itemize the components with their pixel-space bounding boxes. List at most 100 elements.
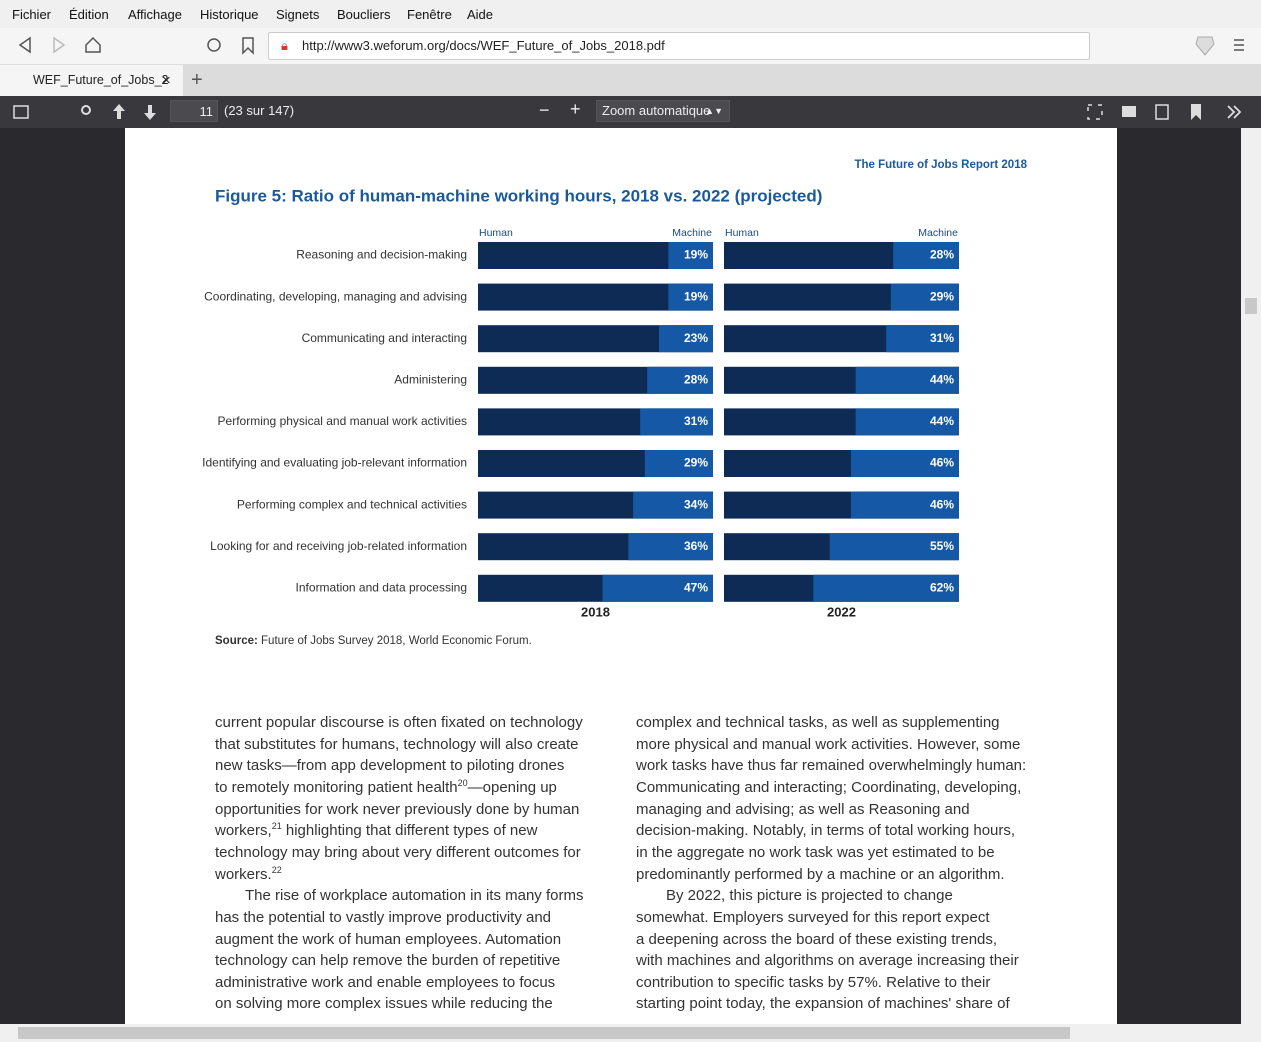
text-line: starting point today, the expansion of m…: [636, 995, 1010, 1013]
zoom-out[interactable]: −: [539, 100, 550, 120]
text-line: managing and advising; as well as Reason…: [636, 801, 970, 819]
text-run: workers,: [215, 822, 272, 840]
text-run: in the aggregate no work task was yet es…: [636, 843, 995, 861]
value-label: 31%: [684, 414, 708, 428]
page-info: (23 sur 147): [224, 103, 295, 118]
axis-end-label: Human: [725, 227, 759, 239]
category-label: Administering: [394, 372, 467, 386]
value-label: 44%: [930, 414, 954, 428]
menu-item[interactable]: Historique: [200, 7, 259, 22]
text-line: workers,21 highlighting that different t…: [215, 822, 537, 840]
text-line: that substitutes for humans, technology …: [215, 736, 579, 754]
text-run: managing and advising; as well as Reason…: [636, 800, 970, 818]
footnote-ref: 22: [271, 864, 282, 875]
machine-segment: [829, 533, 959, 561]
source-label: Source:: [215, 635, 258, 647]
text-line: has the potential to vastly improve prod…: [215, 909, 551, 927]
text-line: workers.22: [215, 864, 282, 884]
text-run: more physical and manual work activities…: [636, 735, 1021, 753]
text-run: somewhat. Employers surveyed for this re…: [636, 908, 990, 926]
menu-item[interactable]: Signets: [276, 7, 320, 22]
text-line: The rise of workplace automation in its …: [245, 887, 583, 905]
horizontal-scrollbar[interactable]: [0, 1024, 1261, 1042]
url-field[interactable]: http://www3.weforum.org/docs/WEF_Future_…: [268, 32, 1090, 60]
text-line: Communicating and interacting; Coordinat…: [636, 779, 1021, 797]
source: Source: Future of Jobs Survey 2018, Worl…: [215, 635, 532, 647]
menu-item[interactable]: Fichier: [12, 7, 52, 22]
text-line: decision-making. Notably, in terms of to…: [636, 822, 1015, 840]
text-line: somewhat. Employers surveyed for this re…: [636, 909, 989, 927]
nav-bar: http://www3.weforum.org/docs/WEF_Future_…: [0, 28, 1261, 65]
text-run: has the potential to vastly improve prod…: [215, 908, 552, 926]
axis-end-label: Human: [479, 227, 513, 239]
source-text: Future of Jobs Survey 2018, World Econom…: [261, 635, 532, 647]
category-label: Communicating and interacting: [302, 331, 467, 345]
text-line: augment the work of human employees. Aut…: [215, 931, 561, 949]
tab-bar: WEF_Future_of_Jobs_2 × +: [0, 65, 1261, 96]
text-line: on solving more complex issues while red…: [215, 995, 553, 1013]
menu-bar: Fichier Édition Affichage Historique Signets…: [0, 0, 1261, 28]
zoom-value: Zoom automatique: [602, 103, 711, 118]
text-run: to remotely monitoring patient health: [215, 778, 458, 796]
value-label: 55%: [930, 539, 954, 553]
machine-segment: [850, 491, 959, 519]
text-run: workers.: [215, 865, 272, 883]
menu-item[interactable]: Aide: [467, 7, 494, 22]
value-label: 44%: [930, 372, 954, 386]
machine-segment: [640, 408, 713, 436]
tab[interactable]: WEF_Future_of_Jobs_2 ×: [0, 65, 183, 96]
text-line: technology can help remove the burden of…: [215, 952, 560, 970]
text-run: technology may bring about very differen…: [215, 843, 581, 861]
text-run: highlighting that different types of new: [281, 822, 538, 840]
menu-item[interactable]: Boucliers: [337, 7, 391, 22]
page-number-input[interactable]: 11: [170, 100, 218, 122]
text-line: By 2022, this picture is projected to ch…: [666, 887, 953, 905]
text-run: work tasks have thus far remained overwh…: [636, 757, 1027, 775]
vertical-scrollbar[interactable]: [1241, 128, 1261, 1024]
menu-item[interactable]: Affichage: [128, 7, 182, 22]
new-tab[interactable]: +: [191, 69, 203, 91]
text-line: predominantly performed by a machine or …: [636, 866, 1005, 884]
value-label: 46%: [930, 456, 954, 470]
footnote-ref: 20: [457, 777, 468, 788]
machine-segment: [893, 242, 959, 269]
text-run: starting point today, the expansion of m…: [636, 995, 1010, 1013]
menu-item[interactable]: Fenêtre: [407, 7, 452, 22]
zoom-in[interactable]: +: [570, 99, 581, 119]
nav-icons: [18, 36, 101, 54]
machine-segment: [886, 325, 959, 353]
zoom-select[interactable]: Zoom automatique ▲▼: [596, 100, 730, 122]
text-run: that substitutes for humans, technology …: [215, 735, 579, 753]
text-run: administrative work and enable employees…: [215, 973, 556, 991]
running-header: The Future of Jobs Report 2018: [854, 159, 1027, 171]
value-label: 19%: [684, 248, 708, 262]
category-label: Coordinating, developing, managing and a…: [204, 289, 467, 303]
text-line: a deepening across the board of these ex…: [636, 931, 997, 949]
text-run: By 2022, this picture is projected to ch…: [666, 887, 953, 905]
value-label: 19%: [684, 289, 708, 303]
value-label: 36%: [684, 539, 708, 553]
value-label: 29%: [930, 289, 954, 303]
panel-label: 2018: [581, 604, 610, 619]
category-label: Identifying and evaluating job-relevant …: [202, 456, 467, 470]
text-line: opportunities for work never previously …: [215, 801, 579, 819]
machine-segment: [633, 491, 713, 519]
menu-item[interactable]: Édition: [69, 7, 109, 22]
machine-segment: [628, 533, 713, 561]
text-run: a deepening across the board of these ex…: [636, 930, 998, 948]
text-line: current popular discourse is often fixat…: [215, 714, 583, 732]
text-line: with machines and algorithms on average …: [636, 952, 1019, 970]
text-run: technology can help remove the burden of…: [215, 952, 561, 970]
text-run: with machines and algorithms on average …: [636, 952, 1019, 970]
text-run: current popular discourse is often fixat…: [215, 714, 583, 731]
axis-end-label: Machine: [918, 227, 958, 239]
text-run: complex and technical tasks, as well as …: [636, 714, 1000, 731]
text-line: to remotely monitoring patient health20—…: [215, 777, 557, 797]
reload-bookmark[interactable]: [200, 28, 260, 64]
machine-segment: [813, 574, 959, 602]
category-label: Performing complex and technical activit…: [237, 497, 467, 511]
value-label: 29%: [684, 456, 708, 470]
text-line: new tasks—from app development to piloti…: [215, 757, 564, 775]
text-line: technology may bring about very differen…: [215, 844, 581, 862]
